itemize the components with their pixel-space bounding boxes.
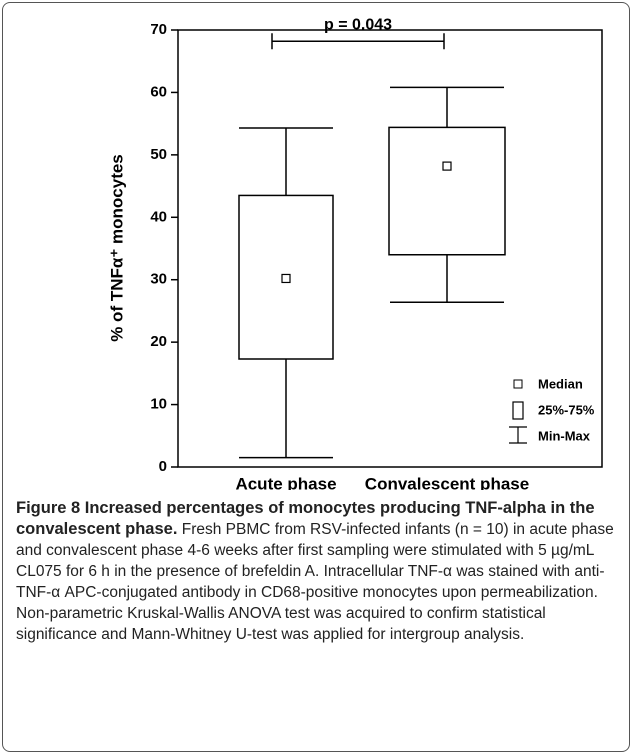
caption-title: Figure 8 Increased percentages of monocy… (16, 499, 595, 538)
y-axis-label: % of TNFα⁺ monocytes (107, 154, 126, 342)
median-marker (281, 273, 291, 284)
median-marker (442, 161, 452, 171)
y-tick-label: 0 (159, 458, 167, 475)
x-tick-label: Acute phase (235, 474, 336, 490)
box (388, 126, 506, 256)
legend-whisker-icon (509, 426, 527, 444)
y-tick-label: 20 (150, 333, 167, 350)
legend-box-icon (512, 401, 524, 420)
y-tick-label: 70 (150, 21, 167, 38)
significance-bracket (271, 33, 445, 50)
y-tick-label: 10 (150, 396, 167, 413)
legend-label: Median (538, 376, 583, 391)
legend-label: 25%-75% (538, 402, 595, 417)
caption-text: Fresh PBMC from RSV-infected infants (n … (16, 521, 614, 643)
chart: % of TNFα⁺ monocytes 0 10 20 30 40 50 60 70 Acut… (107, 16, 603, 490)
y-tick-label: 60 (150, 83, 167, 100)
caption: Figure 8 Increased percentages of monocy… (16, 498, 622, 645)
significance-label: p = 0.043 (324, 16, 392, 33)
legend-label: Min-Max (538, 428, 591, 443)
y-tick-label: 50 (150, 146, 167, 163)
x-tick-label: Convalescent phase (365, 474, 529, 490)
plot-frame (177, 29, 603, 468)
y-tick-label: 40 (150, 208, 167, 225)
legend-median-icon (513, 379, 523, 389)
y-tick-label: 30 (150, 271, 167, 288)
